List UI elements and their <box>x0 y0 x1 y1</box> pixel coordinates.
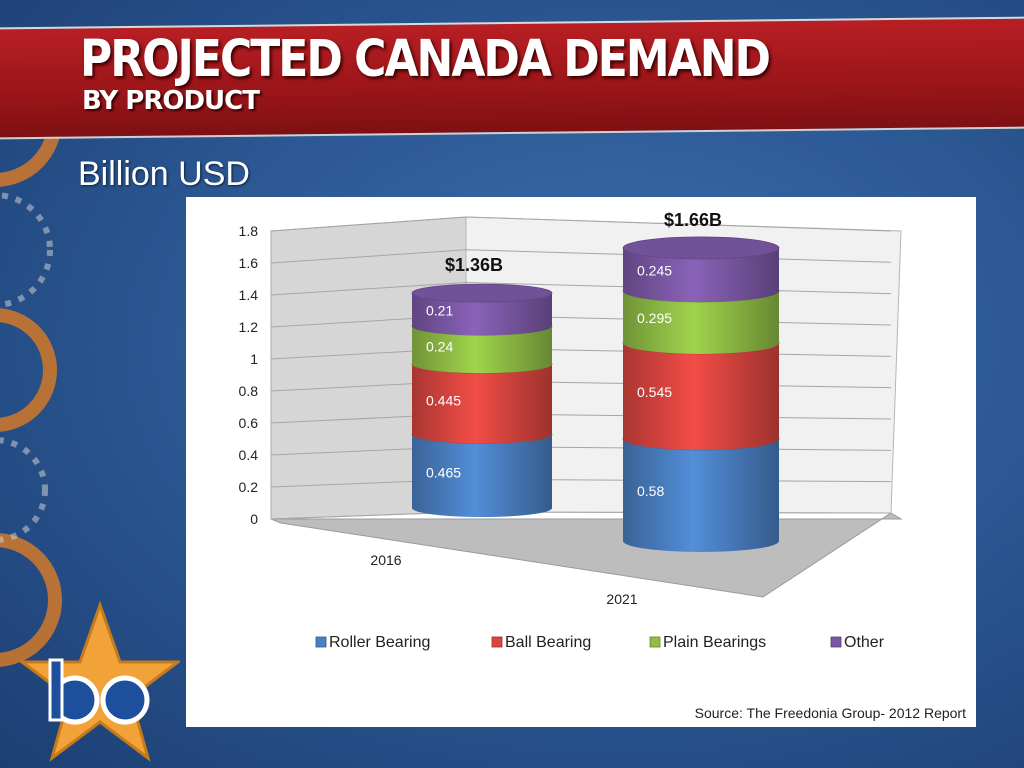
legend-swatch <box>830 636 842 648</box>
y-tick-label: 1.8 <box>239 223 259 239</box>
bar-segment-plain-bearings-2016 <box>412 326 552 374</box>
unit-label: Billion USD <box>78 155 250 193</box>
bar-segment-other-2021 <box>623 247 779 303</box>
slide-subtitle: BY PRODUCT <box>82 86 260 116</box>
y-tick-label: 0.4 <box>239 447 259 463</box>
data-label: 0.295 <box>637 310 672 326</box>
chart-panel: 0 0.2 0.4 0.6 0.8 1 1.2 1.4 1.6 1.8 0.465 0.445 0.24… <box>186 197 976 727</box>
bar-segment-top <box>622 236 780 260</box>
y-tick-label: 1.2 <box>239 319 259 335</box>
legend-swatch <box>649 636 661 648</box>
legend-label: Other <box>844 634 885 651</box>
bar-chart: 0 0.2 0.4 0.6 0.8 1 1.2 1.4 1.6 1.8 0.465 0.445 0.24… <box>239 210 903 651</box>
bar-segment-ball-bearing-2016 <box>412 364 552 444</box>
data-label: 0.545 <box>637 384 672 400</box>
slide-title: PROJECTED CANADA DEMAND <box>80 30 771 89</box>
source-note: Source: The Freedonia Group- 2012 Report <box>694 705 966 721</box>
y-tick-label: 1.4 <box>239 287 259 303</box>
data-label: 0.465 <box>426 464 461 480</box>
legend-label: Plain Bearings <box>663 634 766 651</box>
bar-segment-ball-bearing-2021 <box>623 343 779 450</box>
data-label: 0.445 <box>426 392 461 408</box>
data-label: 0.24 <box>426 338 453 354</box>
data-label: 0.245 <box>637 263 672 279</box>
bar-segment-roller-bearing-2021 <box>623 438 779 552</box>
bar-segment-top <box>411 283 553 303</box>
y-tick-label: 1 <box>250 351 258 367</box>
x-tick-label: 2021 <box>606 591 637 607</box>
legend-label: Ball Bearing <box>505 634 591 651</box>
y-tick-label: 0.6 <box>239 415 259 431</box>
total-label: $1.36B <box>445 255 503 275</box>
legend-swatch <box>491 636 503 648</box>
chart-floor <box>270 512 903 598</box>
data-label: 0.58 <box>637 483 664 499</box>
bar-segment-plain-bearings-2021 <box>623 291 779 354</box>
bsa-logo <box>20 600 180 762</box>
legend-swatch <box>315 636 327 648</box>
total-label: $1.66B <box>664 210 722 230</box>
y-tick-label: 1.6 <box>239 255 259 271</box>
data-label: 0.21 <box>426 303 453 319</box>
star-shape <box>20 600 180 762</box>
x-tick-label: 2016 <box>370 552 401 568</box>
gridline <box>270 216 892 232</box>
legend-label: Roller Bearing <box>329 634 430 651</box>
y-tick-label: 0.2 <box>239 479 259 495</box>
bar-segment-roller-bearing-2016 <box>412 434 552 517</box>
bar-segment-other-2016 <box>412 293 552 336</box>
y-tick-label: 0 <box>250 511 258 527</box>
y-tick-label: 0.8 <box>239 383 259 399</box>
